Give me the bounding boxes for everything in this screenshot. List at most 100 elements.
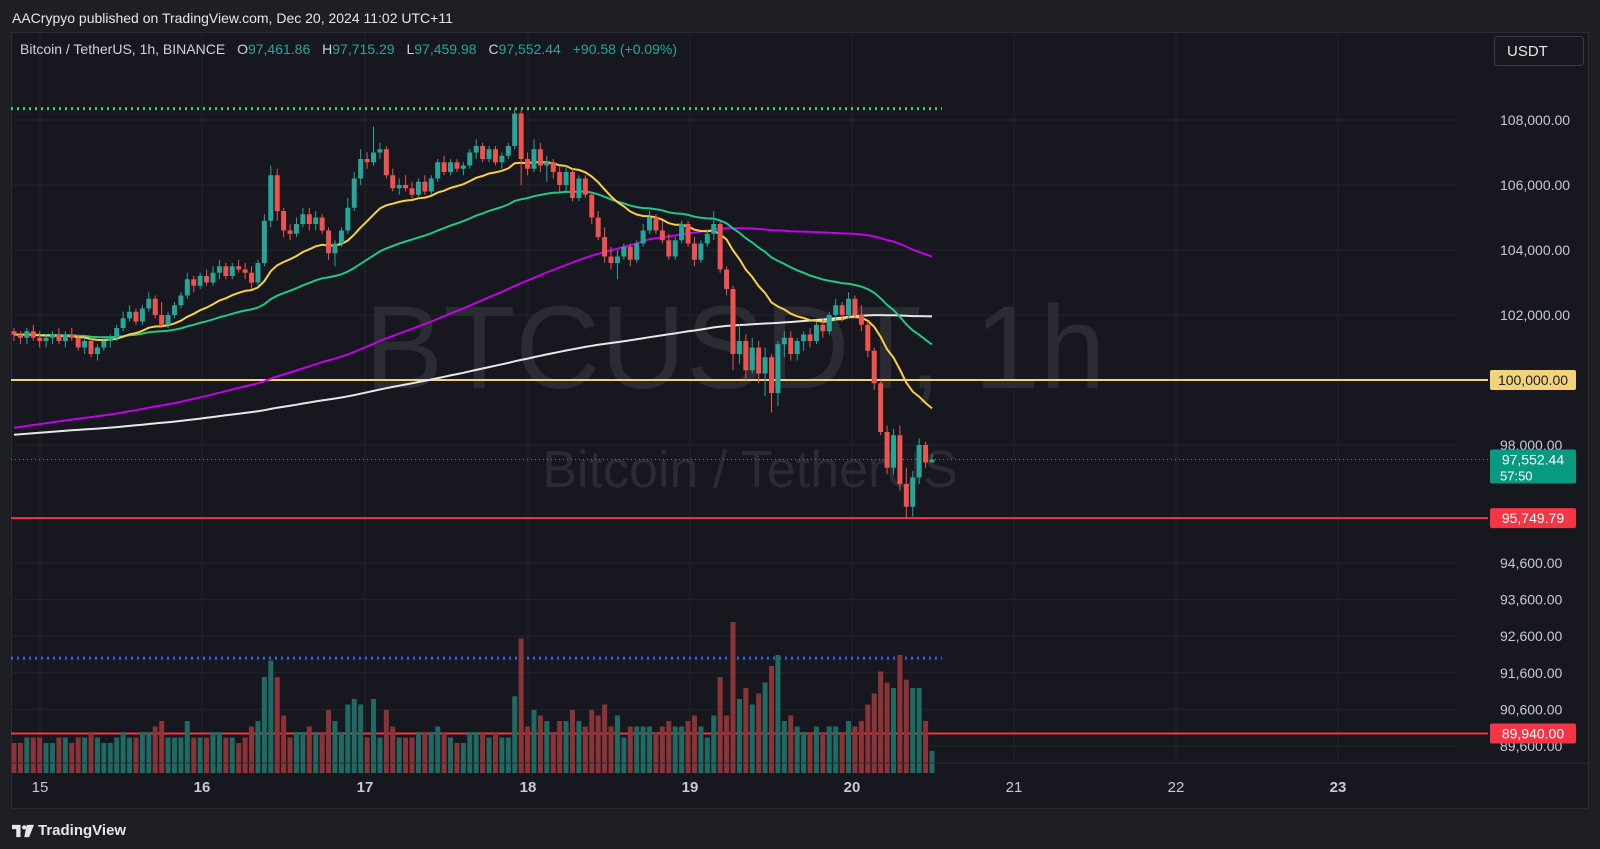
volume-bar <box>422 732 428 773</box>
candle-body <box>775 344 781 393</box>
candle-body <box>563 172 569 185</box>
volume-bar <box>788 715 794 773</box>
legend-close-label: C <box>488 41 498 57</box>
volume-bar <box>396 737 402 773</box>
volume-bar <box>499 737 505 773</box>
candle-body <box>255 263 261 283</box>
candle-body <box>820 324 826 332</box>
volume-bar <box>11 743 17 773</box>
volume-bar <box>409 737 415 773</box>
candle-body <box>608 256 614 263</box>
volume-bar <box>184 721 190 773</box>
volume-bar <box>364 737 370 773</box>
time-tick-label: 15 <box>32 779 49 796</box>
candle-body <box>467 152 473 166</box>
volume-bar <box>62 737 68 773</box>
volume-bar <box>17 743 23 773</box>
volume-bar <box>858 721 864 773</box>
price-tick-label: 98,000.00 <box>1500 437 1562 453</box>
currency-button[interactable]: USDT <box>1494 36 1584 66</box>
price-label-text: 89,940.00 <box>1502 726 1564 742</box>
volume-bar <box>210 732 216 773</box>
volume-bar <box>441 732 447 773</box>
candle-body <box>30 331 36 338</box>
volume-bar <box>370 699 376 773</box>
candle-body <box>403 185 409 189</box>
candle-body <box>69 334 75 338</box>
volume-bar <box>326 710 332 773</box>
candle-body <box>82 341 88 348</box>
candle-body <box>730 289 736 354</box>
volume-bar <box>37 737 43 773</box>
candle-body <box>890 435 896 468</box>
candle-body <box>287 230 293 234</box>
volume-bar <box>512 696 518 773</box>
volume-bar <box>640 726 646 773</box>
candle-body <box>640 230 646 244</box>
candle-body <box>62 334 68 341</box>
volume-bars <box>11 622 935 773</box>
horizontal-levels <box>11 107 1488 735</box>
candle-body <box>120 318 126 328</box>
legend-high: 97,715.29 <box>332 41 394 57</box>
candle-body <box>903 484 909 507</box>
volume-bar <box>672 726 678 773</box>
chart-frame[interactable] <box>11 32 1589 809</box>
volume-bar <box>492 732 498 773</box>
candle-body <box>249 272 255 283</box>
volume-bar <box>358 704 364 773</box>
candle-body <box>338 230 344 244</box>
candle-body <box>833 305 839 315</box>
candle-body <box>614 256 620 263</box>
price-label-text: 100,000.00 <box>1498 372 1568 388</box>
candle-body <box>865 324 871 351</box>
candle-body <box>210 272 216 283</box>
time-tick-label: 19 <box>682 779 699 796</box>
volume-bar <box>390 726 396 773</box>
volume-bar <box>139 732 145 773</box>
candle-body <box>846 298 852 315</box>
volume-bar <box>608 726 614 773</box>
candle-body <box>916 445 922 478</box>
volume-bar <box>114 737 120 773</box>
volume-bar <box>403 737 409 773</box>
volume-bar <box>691 715 697 773</box>
candle-body <box>801 334 807 341</box>
volume-bar <box>839 732 845 773</box>
candle-body <box>43 337 49 341</box>
candle-body <box>576 178 582 198</box>
candle-body <box>871 350 877 384</box>
candle-body <box>56 334 62 341</box>
candle-body <box>884 432 890 468</box>
price-tick-label: 104,000.00 <box>1500 242 1570 258</box>
candle-body <box>486 149 492 159</box>
candle-body <box>627 246 633 260</box>
volume-bar <box>473 732 479 773</box>
candle-body <box>274 175 280 211</box>
volume-bar <box>216 732 222 773</box>
legend-low: 97,459.98 <box>414 41 476 57</box>
candle-body <box>165 315 171 325</box>
ma-magenta-line <box>13 227 933 429</box>
legend-close: 97,552.44 <box>499 41 561 57</box>
candle-body <box>409 188 415 195</box>
volume-bar <box>769 666 775 773</box>
candle-body <box>595 217 601 237</box>
candle-body <box>492 149 498 163</box>
ema-yellow-line <box>13 160 933 410</box>
candle-body <box>807 334 813 341</box>
price-tick-label: 92,600.00 <box>1500 628 1562 644</box>
volume-bar <box>570 710 576 773</box>
volume-bar <box>807 732 813 773</box>
candle-body <box>589 194 595 218</box>
volume-bar <box>82 737 88 773</box>
candle-body <box>127 311 133 319</box>
volume-bar <box>43 743 49 773</box>
candle-body <box>582 178 588 195</box>
candle-body <box>531 149 537 169</box>
candle-body <box>634 243 640 260</box>
candle-body <box>377 149 383 153</box>
candle-body <box>178 295 184 306</box>
candle-body <box>390 175 396 189</box>
